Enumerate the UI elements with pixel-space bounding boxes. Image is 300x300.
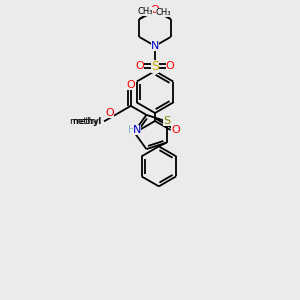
Text: S: S — [151, 59, 159, 73]
Text: O: O — [136, 61, 144, 71]
Text: O: O — [105, 108, 114, 118]
Text: CH₃: CH₃ — [156, 8, 171, 17]
Text: N: N — [151, 41, 159, 51]
Text: O: O — [127, 80, 135, 90]
Text: H: H — [128, 125, 135, 135]
Text: CH₃: CH₃ — [137, 7, 153, 16]
Text: N: N — [133, 125, 141, 135]
Text: O: O — [166, 61, 174, 71]
Text: O: O — [171, 125, 180, 135]
Text: methyl: methyl — [73, 117, 102, 126]
Text: O: O — [151, 5, 159, 15]
Text: S: S — [163, 116, 170, 126]
Text: methyl: methyl — [69, 117, 101, 126]
